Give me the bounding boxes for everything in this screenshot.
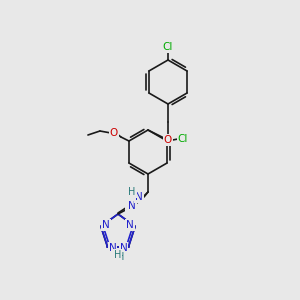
Text: N: N xyxy=(128,201,136,211)
Text: N: N xyxy=(126,220,134,230)
Text: H: H xyxy=(117,252,124,262)
Text: N: N xyxy=(120,243,128,253)
Text: Cl: Cl xyxy=(163,42,173,52)
Text: N: N xyxy=(109,243,116,253)
Text: O: O xyxy=(164,135,172,145)
Text: H: H xyxy=(128,187,136,197)
Text: N: N xyxy=(102,220,110,230)
Text: O: O xyxy=(110,128,118,138)
Text: H: H xyxy=(126,202,133,212)
Text: H: H xyxy=(114,250,121,260)
Text: Cl: Cl xyxy=(178,134,188,144)
Text: N: N xyxy=(135,192,143,202)
